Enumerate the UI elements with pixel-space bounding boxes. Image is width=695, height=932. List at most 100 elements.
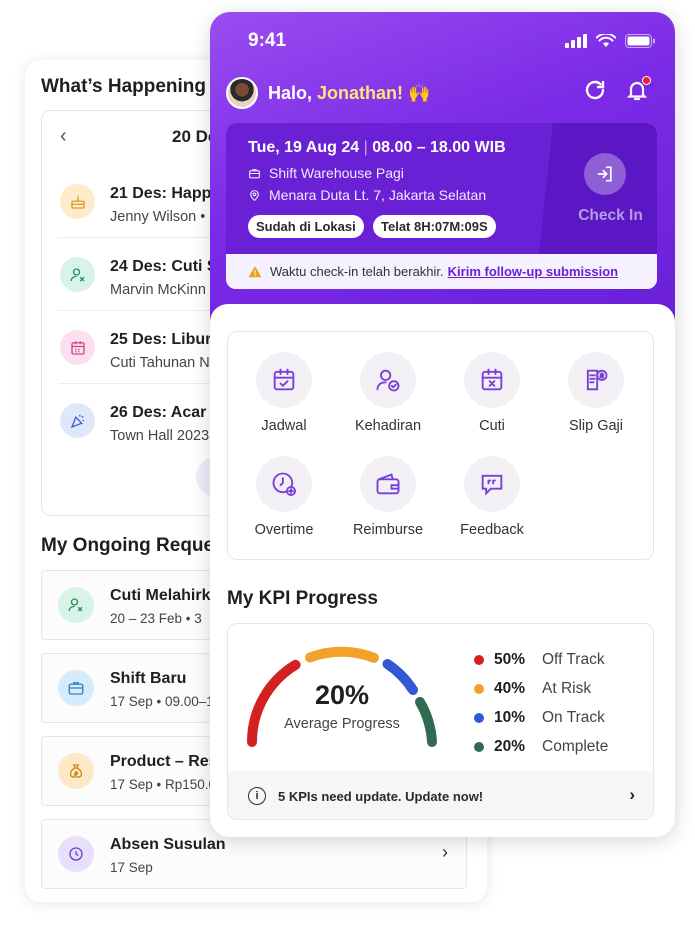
kpi-update-text: 5 KPIs need update. Update now! xyxy=(278,788,484,804)
wifi-icon xyxy=(595,32,617,53)
request-subtitle: 17 Sep • Rp150.0 xyxy=(110,777,217,792)
greeting-text: Halo, Jonathan! 🙌 xyxy=(268,83,430,104)
checkin-warning: Waktu check-in telah berakhir. Kirim fol… xyxy=(226,254,657,289)
average-progress-label: Average Progress xyxy=(284,716,400,732)
shift-location: Menara Duta Lt. 7, Jakarta Selatan xyxy=(269,187,487,203)
briefcase-icon xyxy=(58,670,94,706)
greeting: Halo, Jonathan! 🙌 xyxy=(226,76,430,110)
gauge-segment-at-risk xyxy=(305,646,379,663)
user-x-icon xyxy=(60,257,95,292)
signal-icon xyxy=(565,34,587,53)
event-subtitle: Town Hall 2023 xyxy=(110,428,210,444)
phone-screen: 9:41 Halo, Jonathan! 🙌 xyxy=(210,12,675,837)
happening-title: What’s Happening T xyxy=(41,76,223,97)
chevron-right-icon[interactable]: › xyxy=(442,842,448,862)
party-icon xyxy=(60,403,95,438)
chevron-right-icon[interactable]: › xyxy=(629,785,635,804)
request-subtitle: 20 – 23 Feb • 3 xyxy=(110,611,202,626)
follow-up-link[interactable]: Kirim follow-up submission xyxy=(447,264,619,279)
greeting-name: Jonathan! xyxy=(317,82,404,103)
user-check-icon xyxy=(360,352,416,408)
legend-pct: 50% xyxy=(494,650,526,668)
menu-label: Jadwal xyxy=(261,418,307,434)
event-title: 26 Des: Acar xyxy=(110,404,207,421)
event-item[interactable]: 26 Des: Acar Town Hall 2023 xyxy=(58,384,458,457)
calendar-check-icon xyxy=(256,352,312,408)
shift-name: Shift Warehouse Pagi xyxy=(269,165,404,181)
shift-hours: 08.00 – 18.00 WIB xyxy=(372,139,506,156)
legend-label: On Track xyxy=(542,708,605,726)
raised-hands-icon: 🙌 xyxy=(408,82,431,103)
chat-quote-icon xyxy=(464,456,520,512)
event-title: 25 Des: Libur xyxy=(110,331,212,348)
event-item[interactable]: 24 Des: Cuti S Marvin McKinn xyxy=(58,238,458,311)
kpi-card: 20% Average Progress 50% Off Track 40% A… xyxy=(227,623,654,820)
legend-row-complete: 20% Complete xyxy=(474,732,608,761)
legend-label: Complete xyxy=(542,737,609,755)
briefcase-icon xyxy=(249,168,260,178)
legend-pct: 20% xyxy=(494,737,526,755)
kpi-gauge xyxy=(246,646,437,747)
bell-icon[interactable] xyxy=(625,76,651,107)
menu-label: Overtime xyxy=(254,522,314,538)
calendar-nav: ‹ 20 De xyxy=(42,111,470,163)
shift-card: Tue, 19 Aug 24 | 08.00 – 18.00 WIB Shift… xyxy=(226,123,657,289)
wallet-icon xyxy=(360,456,416,512)
cake-icon xyxy=(60,184,95,219)
menu-feedback[interactable]: Feedback xyxy=(442,456,542,546)
shift-info: Tue, 19 Aug 24 | 08.00 – 18.00 WIB Shift… xyxy=(226,123,564,254)
legend-row-at-risk: 40% At Risk xyxy=(474,674,608,703)
money-bag-icon xyxy=(58,753,94,789)
menu-label: Cuti xyxy=(479,418,505,434)
event-title: 21 Des: Happy xyxy=(110,185,221,202)
status-badge-location: Sudah di Lokasi xyxy=(248,215,364,238)
refresh-icon[interactable] xyxy=(583,78,607,107)
menu-cuti[interactable]: Cuti xyxy=(442,352,542,442)
average-progress-value: 20% xyxy=(314,680,370,710)
chevron-left-icon[interactable]: ‹ xyxy=(60,125,67,147)
kpi-update-banner[interactable]: i 5 KPIs need update. Update now! › xyxy=(228,771,653,819)
battery-icon xyxy=(625,34,655,53)
check-in-panel[interactable]: Check In xyxy=(564,123,657,254)
menu-label: Slip Gaji xyxy=(569,418,623,434)
menu-overtime[interactable]: Overtime xyxy=(234,456,334,546)
status-bar-icons xyxy=(565,32,655,53)
legend-row-on-track: 10% On Track xyxy=(474,703,608,732)
ongoing-requests-title: My Ongoing Reque xyxy=(41,535,215,556)
menu-kehadiran[interactable]: Kehadiran xyxy=(338,352,438,442)
notification-dot xyxy=(642,76,651,85)
menu-label: Kehadiran xyxy=(354,418,422,434)
event-subtitle: Cuti Tahunan N xyxy=(110,355,210,371)
clock-icon xyxy=(58,836,94,872)
clock-plus-icon xyxy=(256,456,312,512)
menu-jadwal[interactable]: Jadwal xyxy=(234,352,334,442)
calendar-icon xyxy=(60,330,95,365)
warning-icon xyxy=(248,265,262,277)
avatar[interactable] xyxy=(226,77,258,109)
check-in-button[interactable] xyxy=(584,153,626,195)
greeting-prefix: Halo, xyxy=(268,82,318,103)
request-subtitle: 17 Sep • 09.00–1 xyxy=(110,694,214,709)
legend-pct: 40% xyxy=(494,679,526,697)
gauge-segment-off-track xyxy=(246,659,301,747)
gauge-segment-on-track xyxy=(382,659,418,695)
request-subtitle: 17 Sep xyxy=(110,860,153,875)
gauge-segment-complete xyxy=(415,697,437,747)
shift-date: Tue, 19 Aug 24 xyxy=(248,139,360,156)
menu-slip-gaji[interactable]: Slip Gaji xyxy=(546,352,646,442)
info-icon: i xyxy=(248,787,266,805)
menu-label: Reimburse xyxy=(352,522,424,538)
shift-name-row: Shift Warehouse Pagi xyxy=(248,165,404,181)
check-in-label: Check In xyxy=(578,207,643,224)
user-x-icon xyxy=(58,587,94,623)
menu-reimburse[interactable]: Reimburse xyxy=(338,456,438,546)
legend-dot xyxy=(474,683,484,694)
status-badge-late: Telat 8H:07M:09S xyxy=(373,215,496,238)
request-title: Shift Baru xyxy=(110,670,187,687)
legend-dot xyxy=(474,654,484,665)
event-item[interactable]: 21 Des: Happy Jenny Wilson • xyxy=(58,165,458,238)
calendar-x-icon xyxy=(464,352,520,408)
quick-menu: Jadwal Kehadiran Cuti Slip Gaji xyxy=(227,331,654,560)
legend-dot xyxy=(474,712,484,723)
shift-date-time: Tue, 19 Aug 24 | 08.00 – 18.00 WIB xyxy=(248,139,506,157)
